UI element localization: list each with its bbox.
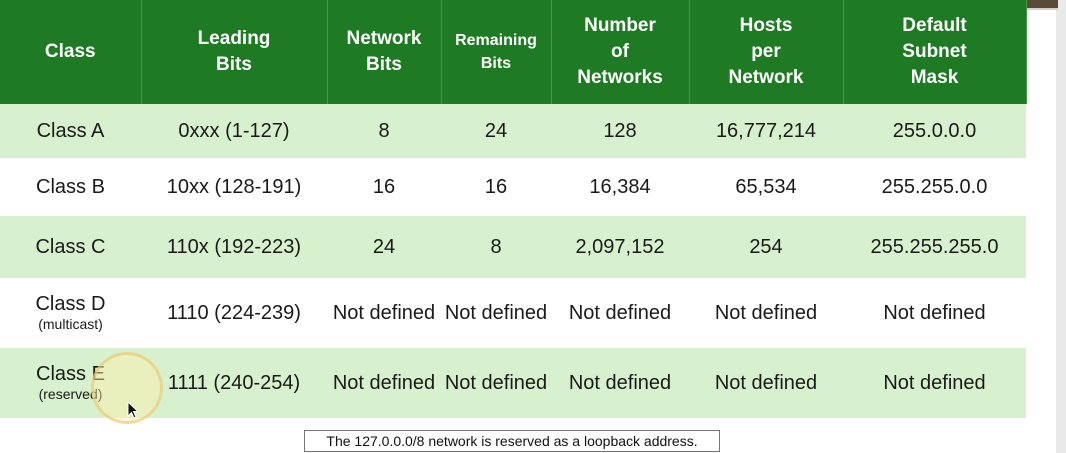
class-name: Class D — [35, 293, 106, 315]
class-cell: Class A — [0, 104, 141, 158]
number-of-networks-cell: Not defined — [551, 348, 689, 418]
header-leading-bits: Leading Bits — [141, 0, 328, 104]
class-name: Class E — [36, 363, 105, 385]
class-note: (multicast) — [38, 316, 103, 332]
number-of-networks-cell: 2,097,152 — [551, 216, 689, 278]
mouse-pointer-icon — [127, 401, 139, 419]
subnet-mask-cell: 255.255.255.0 — [843, 216, 1026, 278]
leading-bits-cell: 110x (192-223) — [141, 216, 327, 278]
number-of-networks-cell: 16,384 — [551, 158, 689, 216]
loopback-footnote: The 127.0.0.0/8 network is reserved as a… — [304, 430, 720, 452]
network-bits-cell: 24 — [327, 216, 441, 278]
header-row: Class Leading Bits Network Bits Remaining B… — [0, 0, 1027, 104]
slide-edge — [1056, 0, 1066, 453]
header-class: Class — [0, 0, 142, 104]
hosts-per-network-cell: Not defined — [689, 278, 843, 348]
network-bits-cell: 8 — [327, 104, 441, 158]
network-bits-cell: Not defined — [327, 348, 441, 418]
network-bits-cell: 16 — [327, 158, 441, 216]
table-row: Class A 0xxx (1-127) 8 24 128 16,777,214… — [0, 104, 1026, 158]
subnet-mask-cell: Not defined — [843, 278, 1026, 348]
hosts-per-network-cell: Not defined — [689, 348, 843, 418]
subnet-mask-cell: 255.0.0.0 — [843, 104, 1026, 158]
cursor-highlight — [94, 355, 160, 421]
subnet-mask-cell: 255.255.0.0 — [843, 158, 1026, 216]
header-default-subnet-mask: Default Subnet Mask — [843, 0, 1027, 104]
class-cell: Class C — [0, 216, 141, 278]
remaining-bits-cell: Not defined — [441, 348, 551, 418]
class-cell: Class D (multicast) — [0, 278, 141, 348]
ip-class-table: Class Leading Bits Network Bits Remaining B… — [0, 0, 1027, 418]
number-of-networks-cell: Not defined — [551, 278, 689, 348]
table-row: Class C 110x (192-223) 24 8 2,097,152 25… — [0, 216, 1026, 278]
network-bits-cell: Not defined — [327, 278, 441, 348]
remaining-bits-cell: 24 — [441, 104, 551, 158]
leading-bits-cell: 1111 (240-254) — [141, 348, 327, 418]
leading-bits-cell: 0xxx (1-127) — [141, 104, 327, 158]
leading-bits-cell: 10xx (128-191) — [141, 158, 327, 216]
subnet-mask-cell: Not defined — [843, 348, 1026, 418]
class-note: (reserved) — [38, 386, 103, 402]
remaining-bits-cell: Not defined — [441, 278, 551, 348]
leading-bits-cell: 1110 (224-239) — [141, 278, 327, 348]
table-row: Class B 10xx (128-191) 16 16 16,384 65,5… — [0, 158, 1026, 216]
header-remaining-bits: Remaining Bits — [441, 0, 552, 104]
remaining-bits-cell: 8 — [441, 216, 551, 278]
hosts-per-network-cell: 16,777,214 — [689, 104, 843, 158]
header-hosts-per-network: Hosts per Network — [689, 0, 844, 104]
table-row: Class D (multicast) 1110 (224-239) Not d… — [0, 278, 1026, 348]
header-network-bits: Network Bits — [327, 0, 442, 104]
header-number-of-networks: Number of Networks — [551, 0, 690, 104]
table-row: Class E (reserved) 1111 (240-254) Not de… — [0, 348, 1026, 418]
class-cell: Class B — [0, 158, 141, 216]
number-of-networks-cell: 128 — [551, 104, 689, 158]
hosts-per-network-cell: 254 — [689, 216, 843, 278]
remaining-bits-cell: 16 — [441, 158, 551, 216]
class-cell: Class E (reserved) — [0, 348, 141, 418]
hosts-per-network-cell: 65,534 — [689, 158, 843, 216]
